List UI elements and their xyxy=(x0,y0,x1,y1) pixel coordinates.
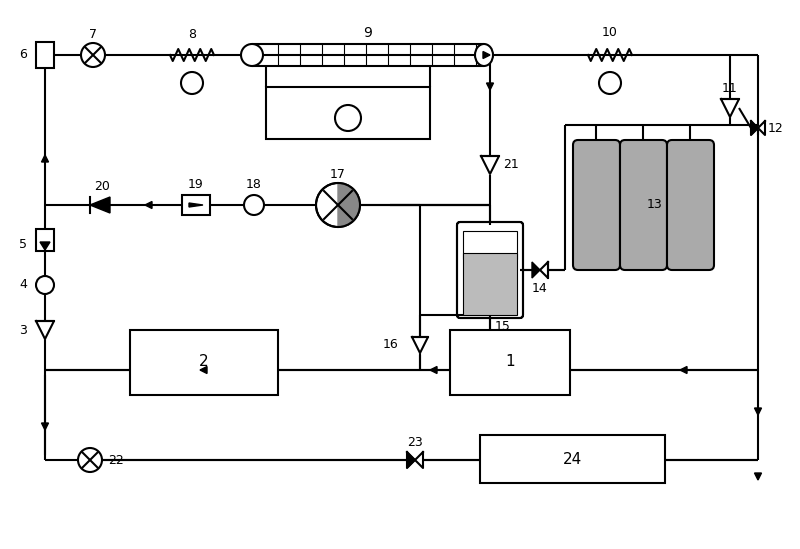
Text: 17: 17 xyxy=(330,169,346,182)
Polygon shape xyxy=(200,367,207,373)
FancyBboxPatch shape xyxy=(457,222,523,318)
Ellipse shape xyxy=(241,44,263,66)
Polygon shape xyxy=(751,121,758,135)
Polygon shape xyxy=(145,201,152,209)
Circle shape xyxy=(181,72,203,94)
Text: 3: 3 xyxy=(19,323,27,337)
Text: 1: 1 xyxy=(505,355,515,369)
Polygon shape xyxy=(481,156,499,174)
Text: 22: 22 xyxy=(108,453,124,467)
Circle shape xyxy=(81,43,105,67)
Text: 24: 24 xyxy=(562,451,582,467)
Bar xyxy=(450,330,570,395)
Bar xyxy=(182,195,210,215)
Ellipse shape xyxy=(475,44,493,66)
Polygon shape xyxy=(338,183,360,227)
Text: 4: 4 xyxy=(19,278,27,292)
Polygon shape xyxy=(721,99,739,117)
Polygon shape xyxy=(407,452,415,468)
Polygon shape xyxy=(754,408,762,415)
Circle shape xyxy=(244,195,264,215)
Circle shape xyxy=(599,72,621,94)
Polygon shape xyxy=(415,452,423,468)
Text: 11: 11 xyxy=(722,81,738,94)
Circle shape xyxy=(36,276,54,294)
Polygon shape xyxy=(430,367,437,373)
Text: 19: 19 xyxy=(188,178,204,192)
Polygon shape xyxy=(754,473,762,480)
Polygon shape xyxy=(412,337,428,353)
Text: 16: 16 xyxy=(382,339,398,351)
Text: 18: 18 xyxy=(246,178,262,192)
Polygon shape xyxy=(532,262,540,278)
Circle shape xyxy=(78,448,102,472)
Bar xyxy=(130,330,278,395)
Text: 12: 12 xyxy=(768,121,784,135)
Text: 10: 10 xyxy=(602,26,618,40)
Polygon shape xyxy=(189,203,203,207)
Text: 5: 5 xyxy=(19,238,27,251)
Text: 9: 9 xyxy=(363,26,373,40)
Polygon shape xyxy=(42,155,49,162)
FancyBboxPatch shape xyxy=(573,140,620,270)
Bar xyxy=(463,253,517,315)
Polygon shape xyxy=(758,121,765,135)
Bar xyxy=(36,42,54,68)
FancyBboxPatch shape xyxy=(620,140,667,270)
Text: 8: 8 xyxy=(188,29,196,42)
Text: 14: 14 xyxy=(532,282,548,294)
Polygon shape xyxy=(40,242,50,250)
Text: 7: 7 xyxy=(89,29,97,42)
Polygon shape xyxy=(42,423,49,430)
Bar xyxy=(463,231,517,259)
Polygon shape xyxy=(483,52,490,59)
Circle shape xyxy=(335,105,361,131)
Polygon shape xyxy=(486,83,494,90)
Text: 21: 21 xyxy=(503,159,518,171)
Text: 15: 15 xyxy=(495,321,511,333)
Text: 6: 6 xyxy=(19,48,27,61)
Text: 23: 23 xyxy=(407,435,423,449)
Polygon shape xyxy=(680,367,687,373)
Polygon shape xyxy=(540,262,548,278)
Text: 13: 13 xyxy=(647,199,663,211)
Text: 2: 2 xyxy=(199,355,209,369)
Circle shape xyxy=(316,183,360,227)
Bar xyxy=(480,435,665,483)
Bar xyxy=(266,87,430,139)
FancyBboxPatch shape xyxy=(667,140,714,270)
Polygon shape xyxy=(90,197,110,213)
Text: 20: 20 xyxy=(94,181,110,193)
Bar xyxy=(36,229,54,251)
Polygon shape xyxy=(36,321,54,339)
